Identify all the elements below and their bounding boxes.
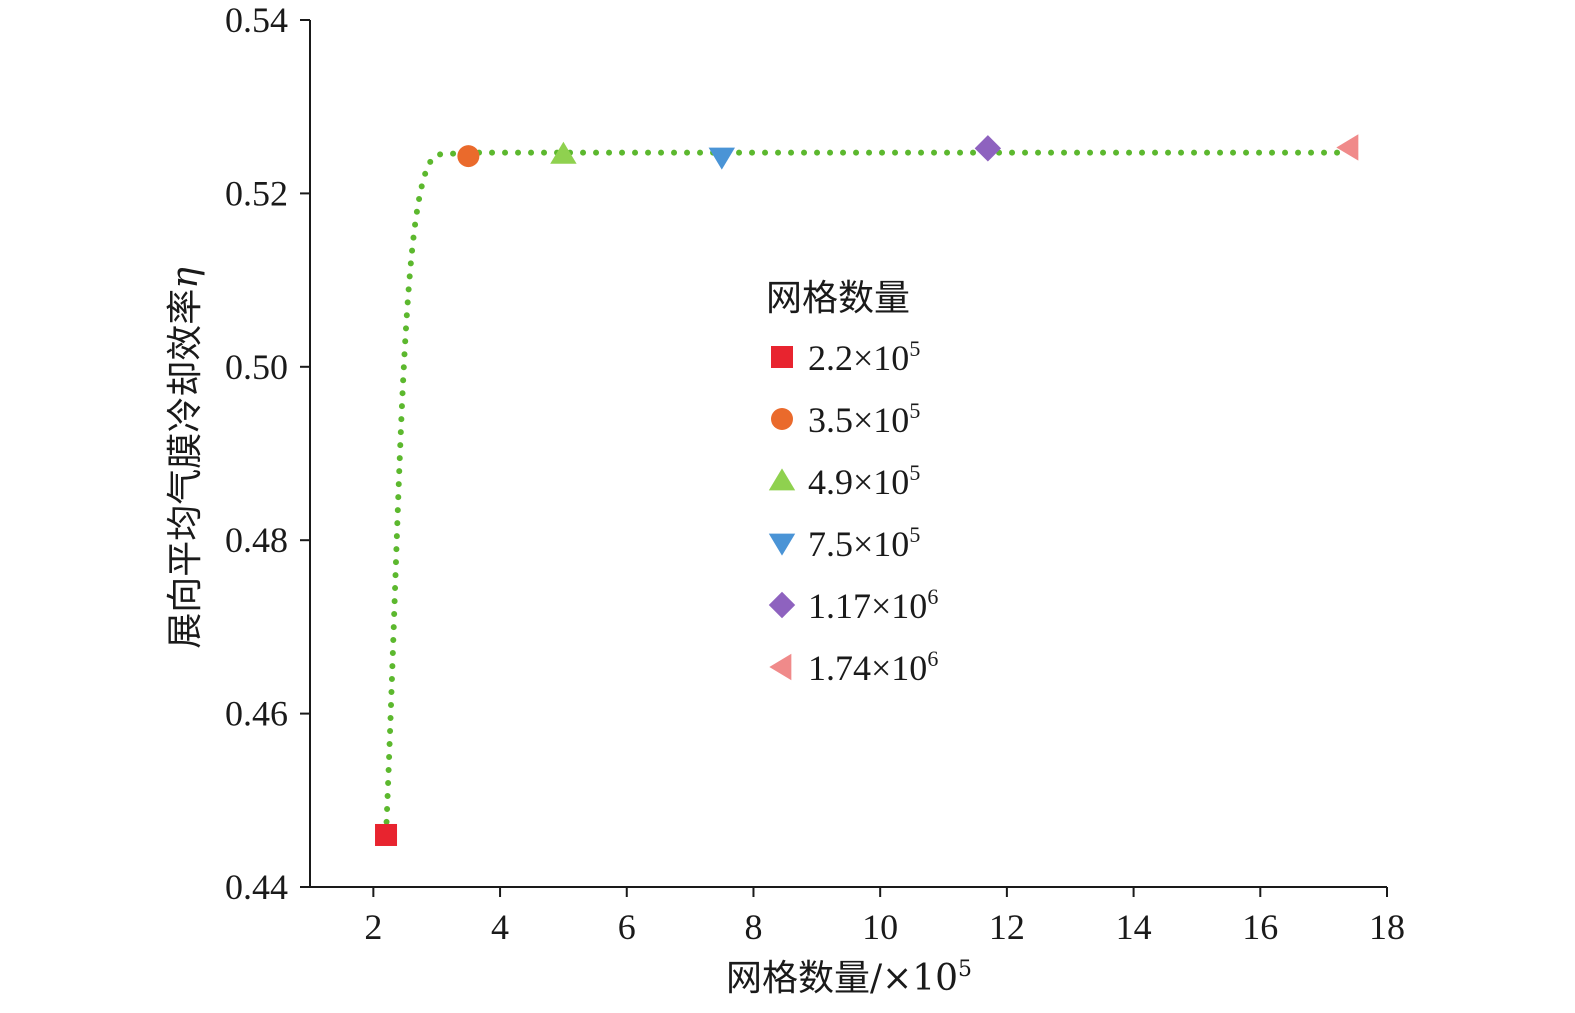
- x-axis-label: 网格数量/×105: [726, 957, 972, 999]
- legend-marker-triangle-up: [768, 468, 796, 491]
- x-tick-label: 6: [618, 907, 636, 947]
- data-point-triangle-down: [708, 147, 735, 170]
- axes: 2 4 6 8 10 12 14 16 18 0.44 0.46 0.48 0.50 0.52 0.54: [225, 0, 1405, 947]
- legend-marker-square: [771, 346, 793, 368]
- x-tick-label: 2: [364, 907, 382, 947]
- legend-title: 网格数量: [766, 278, 910, 319]
- legend-entry-label: 1.17×106: [808, 584, 938, 626]
- x-tick-label: 10: [862, 907, 898, 947]
- data-point-triangle-left: [1336, 134, 1359, 161]
- x-tick-label: 18: [1369, 907, 1405, 947]
- y-tick-label: 0.48: [225, 520, 288, 560]
- legend-entry-label: 7.5×105: [808, 522, 920, 564]
- legend-entry-label: 1.74×106: [808, 646, 938, 688]
- x-tick-label: 4: [491, 907, 509, 947]
- x-tick-label: 16: [1242, 907, 1278, 947]
- legend-marker-circle: [771, 408, 793, 430]
- legend-marker-triangle-down: [768, 533, 796, 556]
- x-tick-label: 8: [744, 907, 762, 947]
- legend: 网格数量 2.2×105 3.5×105 4.9×105 7.5×105 1.17×106…: [766, 278, 938, 688]
- y-axis-label: 展向平均气膜冷却效率η: [165, 267, 206, 649]
- data-point-diamond: [974, 135, 1002, 162]
- data-points: [375, 134, 1359, 846]
- y-tick-label: 0.50: [225, 347, 288, 387]
- y-tick-label: 0.46: [225, 694, 288, 734]
- data-point-square: [375, 823, 398, 846]
- data-point-circle: [457, 145, 480, 168]
- y-tick-label: 0.44: [225, 867, 288, 907]
- legend-marker-diamond: [768, 591, 796, 619]
- x-tick-label: 12: [989, 907, 1025, 947]
- legend-entry-label: 2.2×105: [808, 336, 920, 378]
- y-tick-label: 0.52: [225, 173, 288, 213]
- x-tick-label: 14: [1116, 907, 1152, 947]
- legend-entry-label: 3.5×105: [808, 398, 920, 440]
- trend-line-group: [383, 149, 1352, 838]
- legend-marker-triangle-left: [769, 653, 792, 681]
- legend-entry-label: 4.9×105: [808, 460, 920, 502]
- y-tick-label: 0.54: [225, 0, 288, 40]
- trend-line: [383, 149, 1352, 838]
- data-point-triangle-up: [550, 141, 577, 164]
